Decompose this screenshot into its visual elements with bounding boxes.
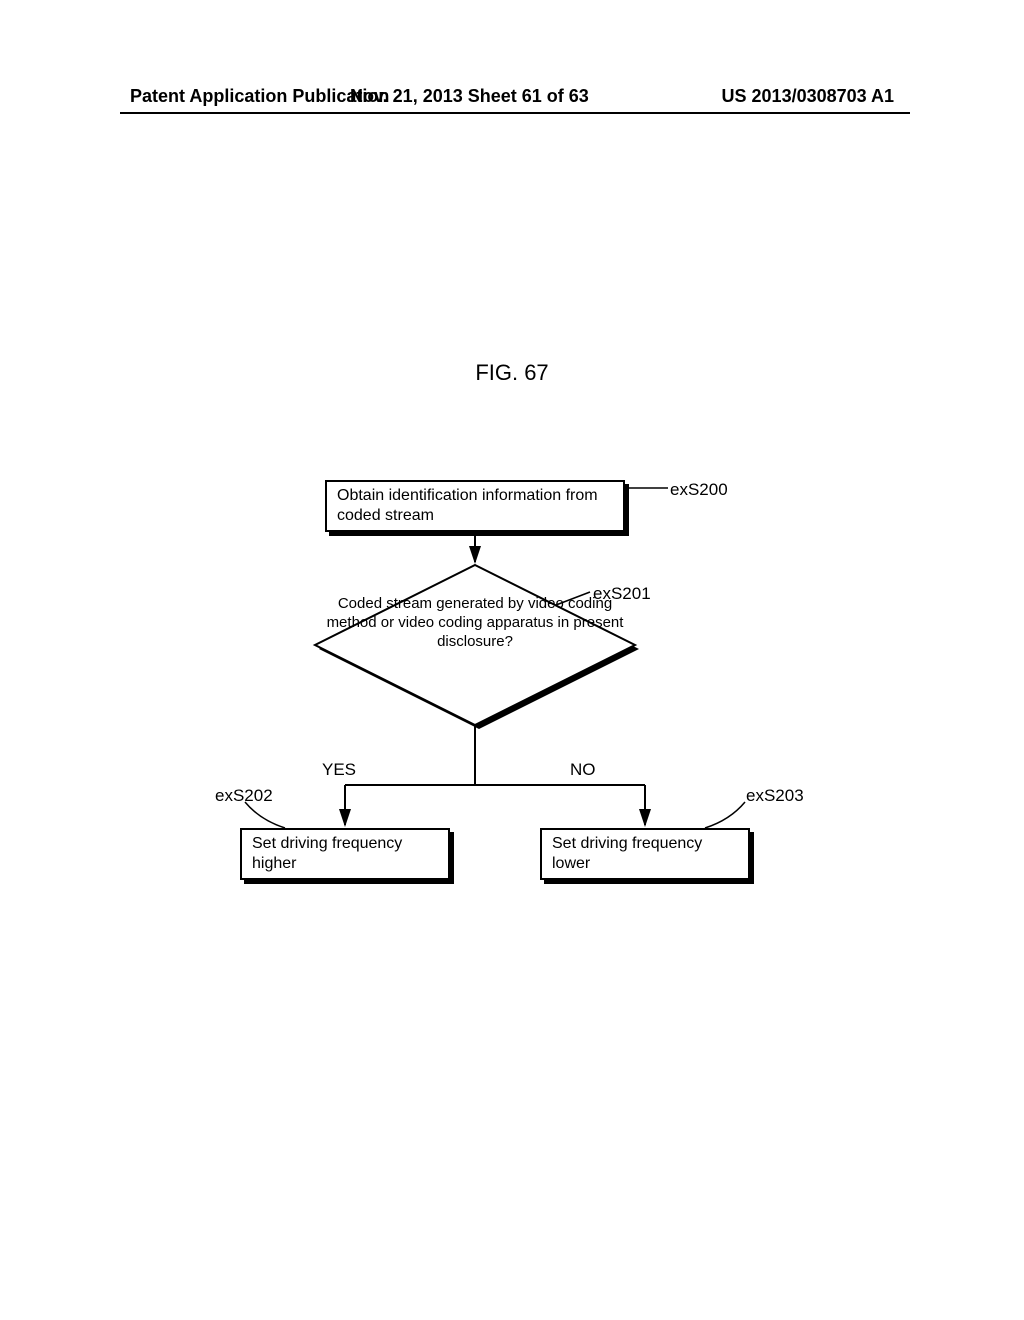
header-rule	[120, 112, 910, 114]
node-exS202: Set driving frequency higher	[240, 828, 450, 880]
ref-exS201: exS201	[593, 584, 651, 604]
header-center: Nov. 21, 2013 Sheet 61 of 63	[350, 86, 589, 107]
node-text: Set driving frequency lower	[552, 834, 738, 874]
ref-exS200: exS200	[670, 480, 728, 500]
page: Patent Application Publication Nov. 21, …	[0, 0, 1024, 1320]
node-text: Set driving frequency higher	[252, 834, 438, 874]
label-no: NO	[570, 760, 596, 780]
ref-exS203: exS203	[746, 786, 804, 806]
node-text: Coded stream generated by video coding m…	[327, 595, 624, 650]
header-right: US 2013/0308703 A1	[722, 86, 894, 107]
node-exS200: Obtain identification information from c…	[325, 480, 625, 532]
node-exS203: Set driving frequency lower	[540, 828, 750, 880]
node-exS201: Coded stream generated by video coding m…	[325, 595, 625, 651]
label-yes: YES	[322, 760, 356, 780]
node-text: Obtain identification information from c…	[337, 486, 613, 526]
flowchart: Obtain identification information from c…	[230, 480, 790, 940]
ref-exS202: exS202	[215, 786, 273, 806]
figure-title: FIG. 67	[0, 360, 1024, 386]
lead-exS203	[705, 802, 745, 828]
